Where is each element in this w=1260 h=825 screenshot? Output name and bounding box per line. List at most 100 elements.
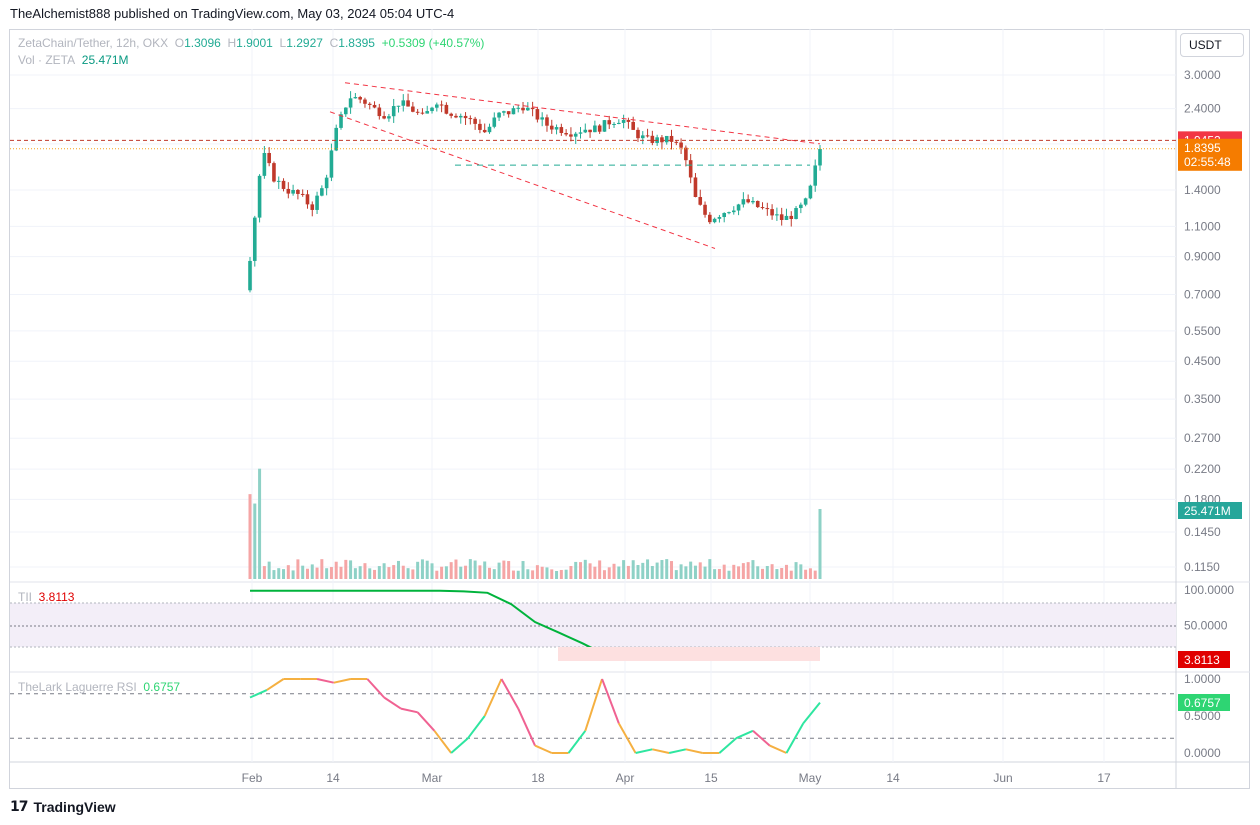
volume-bar-84 (650, 566, 654, 579)
volume-bar-85 (655, 562, 659, 579)
tii-tick-label-1: 50.0000 (1184, 619, 1228, 633)
rsi-legend: TheLark Laguerre RSI 0.6757 (18, 680, 180, 694)
candle-body-37 (425, 111, 430, 114)
published-header: TheAlchemist888 published on TradingView… (10, 6, 455, 21)
volume-bar-15 (320, 559, 324, 579)
rsi-tick-label-2: 0.0000 (1184, 746, 1221, 760)
open-value: 1.3096 (184, 36, 221, 50)
candle-body-89 (674, 141, 679, 143)
rsi-segment-32 (769, 744, 787, 754)
candle-body-44 (458, 115, 463, 118)
volume-bar-41 (444, 566, 448, 579)
tii-tick-label-0: 100.0000 (1184, 583, 1234, 597)
volume-bar-79 (626, 565, 630, 579)
volume-bar-113 (789, 570, 793, 579)
volume-bar-70 (583, 559, 587, 579)
candle-body-13 (310, 204, 315, 210)
rsi-segment-33 (785, 722, 805, 754)
candle-body-90 (679, 142, 683, 148)
volume-bar-117 (808, 568, 812, 579)
volume-bar-55 (511, 570, 515, 579)
candle-body-91 (684, 147, 688, 161)
volume-bar-64 (555, 570, 559, 579)
volume-bar-0 (248, 494, 252, 579)
price-label-last: 1.8395 (1184, 141, 1221, 155)
volume-bar-38 (430, 563, 434, 579)
volume-bar-27 (377, 566, 381, 579)
rsi-segment-27 (685, 748, 703, 754)
volume-bar-10 (296, 559, 300, 579)
rsi-segment-11 (416, 711, 436, 732)
volume-bar-21 (349, 560, 353, 579)
volume-bar-87 (665, 559, 669, 579)
volume-bar-54 (507, 561, 511, 579)
volume-bar-106 (756, 566, 760, 579)
volume-bar-91 (684, 566, 688, 579)
volume-bar-92 (689, 561, 693, 579)
candle-body-97 (712, 218, 717, 223)
candle-body-50 (487, 126, 492, 133)
volume-bar-56 (516, 570, 520, 579)
main-legend: ZetaChain/Tether, 12h, OKX O1.3096 H1.90… (18, 36, 484, 50)
volume-bar-116 (804, 569, 808, 579)
candle-body-28 (382, 116, 386, 119)
candle-body-54 (506, 111, 511, 115)
volume-bar-110 (775, 569, 779, 579)
volume-bar-11 (301, 565, 305, 579)
volume-bar-118 (813, 570, 817, 579)
rsi-segment-21 (584, 678, 604, 732)
rsi-segment-22 (601, 678, 620, 724)
candle-body-112 (784, 215, 789, 220)
trendline-lower (329, 111, 716, 249)
volume-bar-100 (727, 570, 731, 579)
candle-body-65 (559, 127, 564, 134)
candle-body-40 (439, 104, 444, 106)
volume-bar-67 (569, 566, 573, 579)
candle-body-107 (760, 207, 765, 209)
candle-body-76 (612, 123, 616, 125)
candle-body-57 (521, 107, 525, 111)
volume-bar-33 (406, 568, 410, 579)
volume-bar-24 (363, 563, 367, 579)
candle-body-60 (535, 109, 540, 120)
volume-bar-42 (449, 562, 453, 579)
candle-body-110 (775, 214, 779, 216)
candle-body-100 (727, 212, 731, 214)
candle-body-88 (669, 135, 674, 142)
volume-bar-22 (353, 568, 357, 579)
volume-bar-93 (693, 565, 697, 579)
candle-body-73 (597, 125, 602, 132)
currency-button[interactable]: USDT (1180, 33, 1244, 57)
volume-bar-23 (358, 566, 362, 579)
candle-body-16 (324, 177, 329, 189)
candle-body-75 (607, 120, 612, 125)
candle-body-47 (473, 118, 477, 124)
volume-bar-119 (818, 509, 822, 579)
rsi-segment-29 (718, 737, 737, 754)
candle-body-106 (755, 200, 760, 208)
volume-bar-74 (602, 570, 606, 579)
volume-bar-103 (741, 563, 745, 579)
rsi-segment-31 (752, 730, 771, 747)
candle-body-92 (688, 160, 693, 178)
volume-bar-96 (708, 559, 712, 579)
candle-body-33 (406, 100, 410, 107)
rsi-segment-2 (266, 678, 285, 691)
candle-body-43 (454, 115, 458, 118)
candle-body-25 (367, 103, 372, 105)
candle-body-39 (435, 104, 439, 108)
price-tick-label-14: 0.1150 (1184, 560, 1220, 574)
rsi-segment-17 (517, 708, 536, 747)
volume-bar-37 (425, 560, 429, 579)
price-tick-label-1: 2.4000 (1184, 102, 1221, 116)
price-tick-label-6: 0.7000 (1184, 288, 1221, 302)
volume-bar-60 (535, 565, 539, 579)
volume-bar-16 (325, 568, 329, 579)
volume-bar-88 (670, 561, 674, 579)
candle-body-69 (578, 132, 583, 134)
volume-bar-44 (459, 566, 463, 579)
candle-body-34 (411, 106, 415, 112)
candle-body-82 (640, 135, 645, 139)
rsi-value: 0.6757 (143, 680, 181, 694)
